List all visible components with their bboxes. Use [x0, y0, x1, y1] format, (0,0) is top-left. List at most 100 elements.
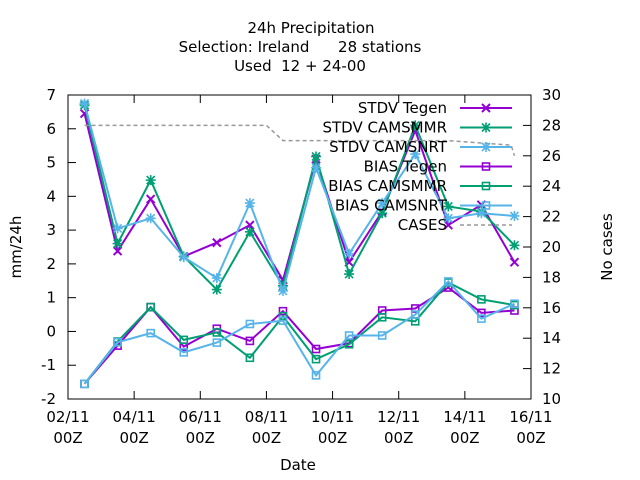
data-point	[212, 328, 222, 337]
data-point	[211, 284, 222, 295]
x-tick-label-date: 06/11	[179, 408, 222, 426]
y2-tick-label: 20	[542, 238, 561, 256]
data-point	[509, 240, 520, 251]
y-axis-label: mm/24h	[7, 216, 25, 279]
legend-marker	[481, 201, 491, 210]
data-point	[245, 319, 255, 329]
y-tick-label: -2	[41, 390, 56, 408]
data-point	[179, 335, 189, 345]
title-line-3: Used 12 + 24-00	[234, 57, 366, 75]
series-line	[83, 286, 515, 385]
data-point	[410, 120, 421, 131]
data-point	[509, 210, 520, 221]
y-tick-label: 2	[46, 255, 56, 273]
y-tick-label: 7	[46, 86, 56, 104]
y2-tick-label: 28	[542, 116, 561, 134]
data-point	[311, 371, 321, 380]
legend-marker	[481, 103, 491, 113]
data-point	[145, 175, 156, 186]
title-line-1: 24h Precipitation	[247, 19, 374, 37]
y2-tick-label: 18	[542, 268, 561, 286]
y2-tick-label: 10	[542, 390, 561, 408]
legend-entry: BIAS Tegen	[364, 158, 512, 176]
series-bias-camsnrt	[80, 277, 519, 389]
data-point	[212, 338, 222, 347]
data-point	[344, 331, 354, 340]
data-point	[344, 248, 355, 259]
data-point	[377, 198, 388, 209]
series-line	[83, 279, 515, 385]
legend-label: STDV CAMSMMR	[322, 119, 447, 137]
series-line	[83, 281, 515, 385]
chart-title: 24h Precipitation Selection: Ireland 28 …	[179, 19, 422, 75]
y2-tick-label: 22	[542, 208, 561, 226]
data-point	[444, 277, 453, 286]
legend-entry: STDV CAMSNRT	[329, 138, 512, 156]
y-tick-label: 3	[46, 221, 56, 239]
x-tick-label-date: 08/11	[245, 408, 288, 426]
x-tick-label-date: 10/11	[311, 408, 354, 426]
legend-label: BIAS Tegen	[364, 158, 447, 176]
data-point	[277, 285, 288, 296]
legend-entry: BIAS CAMSNRT	[335, 197, 512, 215]
data-point	[245, 220, 255, 230]
y2-tick-label: 12	[542, 360, 561, 378]
x-tick-label-hour: 00Z	[384, 429, 413, 447]
y2-tick-label: 14	[542, 329, 561, 347]
y-tick-label: 0	[46, 322, 56, 340]
legend-label: CASES	[398, 216, 447, 234]
y-tick-label: -1	[41, 356, 56, 374]
x-tick-label-date: 04/11	[113, 408, 156, 426]
data-point	[113, 337, 122, 347]
data-point	[277, 280, 288, 291]
data-point	[112, 238, 123, 249]
data-point	[477, 308, 486, 318]
data-point	[477, 314, 486, 323]
y-tick-label: 5	[46, 154, 56, 172]
x-tick-label-hour: 00Z	[186, 429, 215, 447]
data-point	[211, 273, 222, 284]
data-point	[477, 295, 486, 304]
data-point	[377, 312, 387, 322]
data-point	[311, 162, 322, 173]
data-point	[244, 198, 255, 209]
legend-entry: CASES	[398, 216, 512, 234]
y-tick-label: 4	[46, 187, 56, 205]
legend-marker	[481, 142, 491, 152]
y2-tick-label: 30	[542, 86, 561, 104]
y2-tick-label: 26	[542, 147, 561, 165]
data-point	[112, 246, 123, 256]
data-point	[244, 226, 255, 237]
data-point	[311, 344, 321, 354]
series-layer	[79, 98, 520, 389]
data-point	[443, 220, 454, 230]
data-point	[179, 348, 189, 357]
data-point	[145, 213, 156, 224]
data-point	[410, 310, 420, 319]
data-point	[79, 98, 90, 109]
data-point	[245, 336, 255, 346]
data-point	[377, 208, 388, 219]
series-stdv-camsmmr	[79, 100, 520, 295]
legend-label: BIAS CAMSMMR	[328, 177, 447, 195]
data-point	[311, 354, 321, 364]
series-cases	[84, 124, 516, 157]
data-point	[80, 379, 89, 389]
x-tick-label-date: 14/11	[443, 408, 486, 426]
data-point	[245, 353, 255, 363]
legend-marker	[481, 122, 491, 133]
data-point	[146, 302, 155, 312]
legend-entry: STDV Tegen	[358, 99, 512, 117]
data-point	[311, 151, 322, 162]
data-point	[112, 223, 123, 234]
series-line	[83, 103, 515, 295]
legend-entry: BIAS CAMSMMR	[328, 177, 512, 195]
data-point	[278, 316, 288, 325]
axis-ticks: -2-101234567101214161820222426283002/110…	[41, 86, 561, 447]
data-point	[510, 299, 519, 309]
legend-marker	[481, 181, 491, 191]
series-stdv-tegen	[79, 108, 520, 285]
x-tick-label-date: 02/11	[46, 408, 89, 426]
